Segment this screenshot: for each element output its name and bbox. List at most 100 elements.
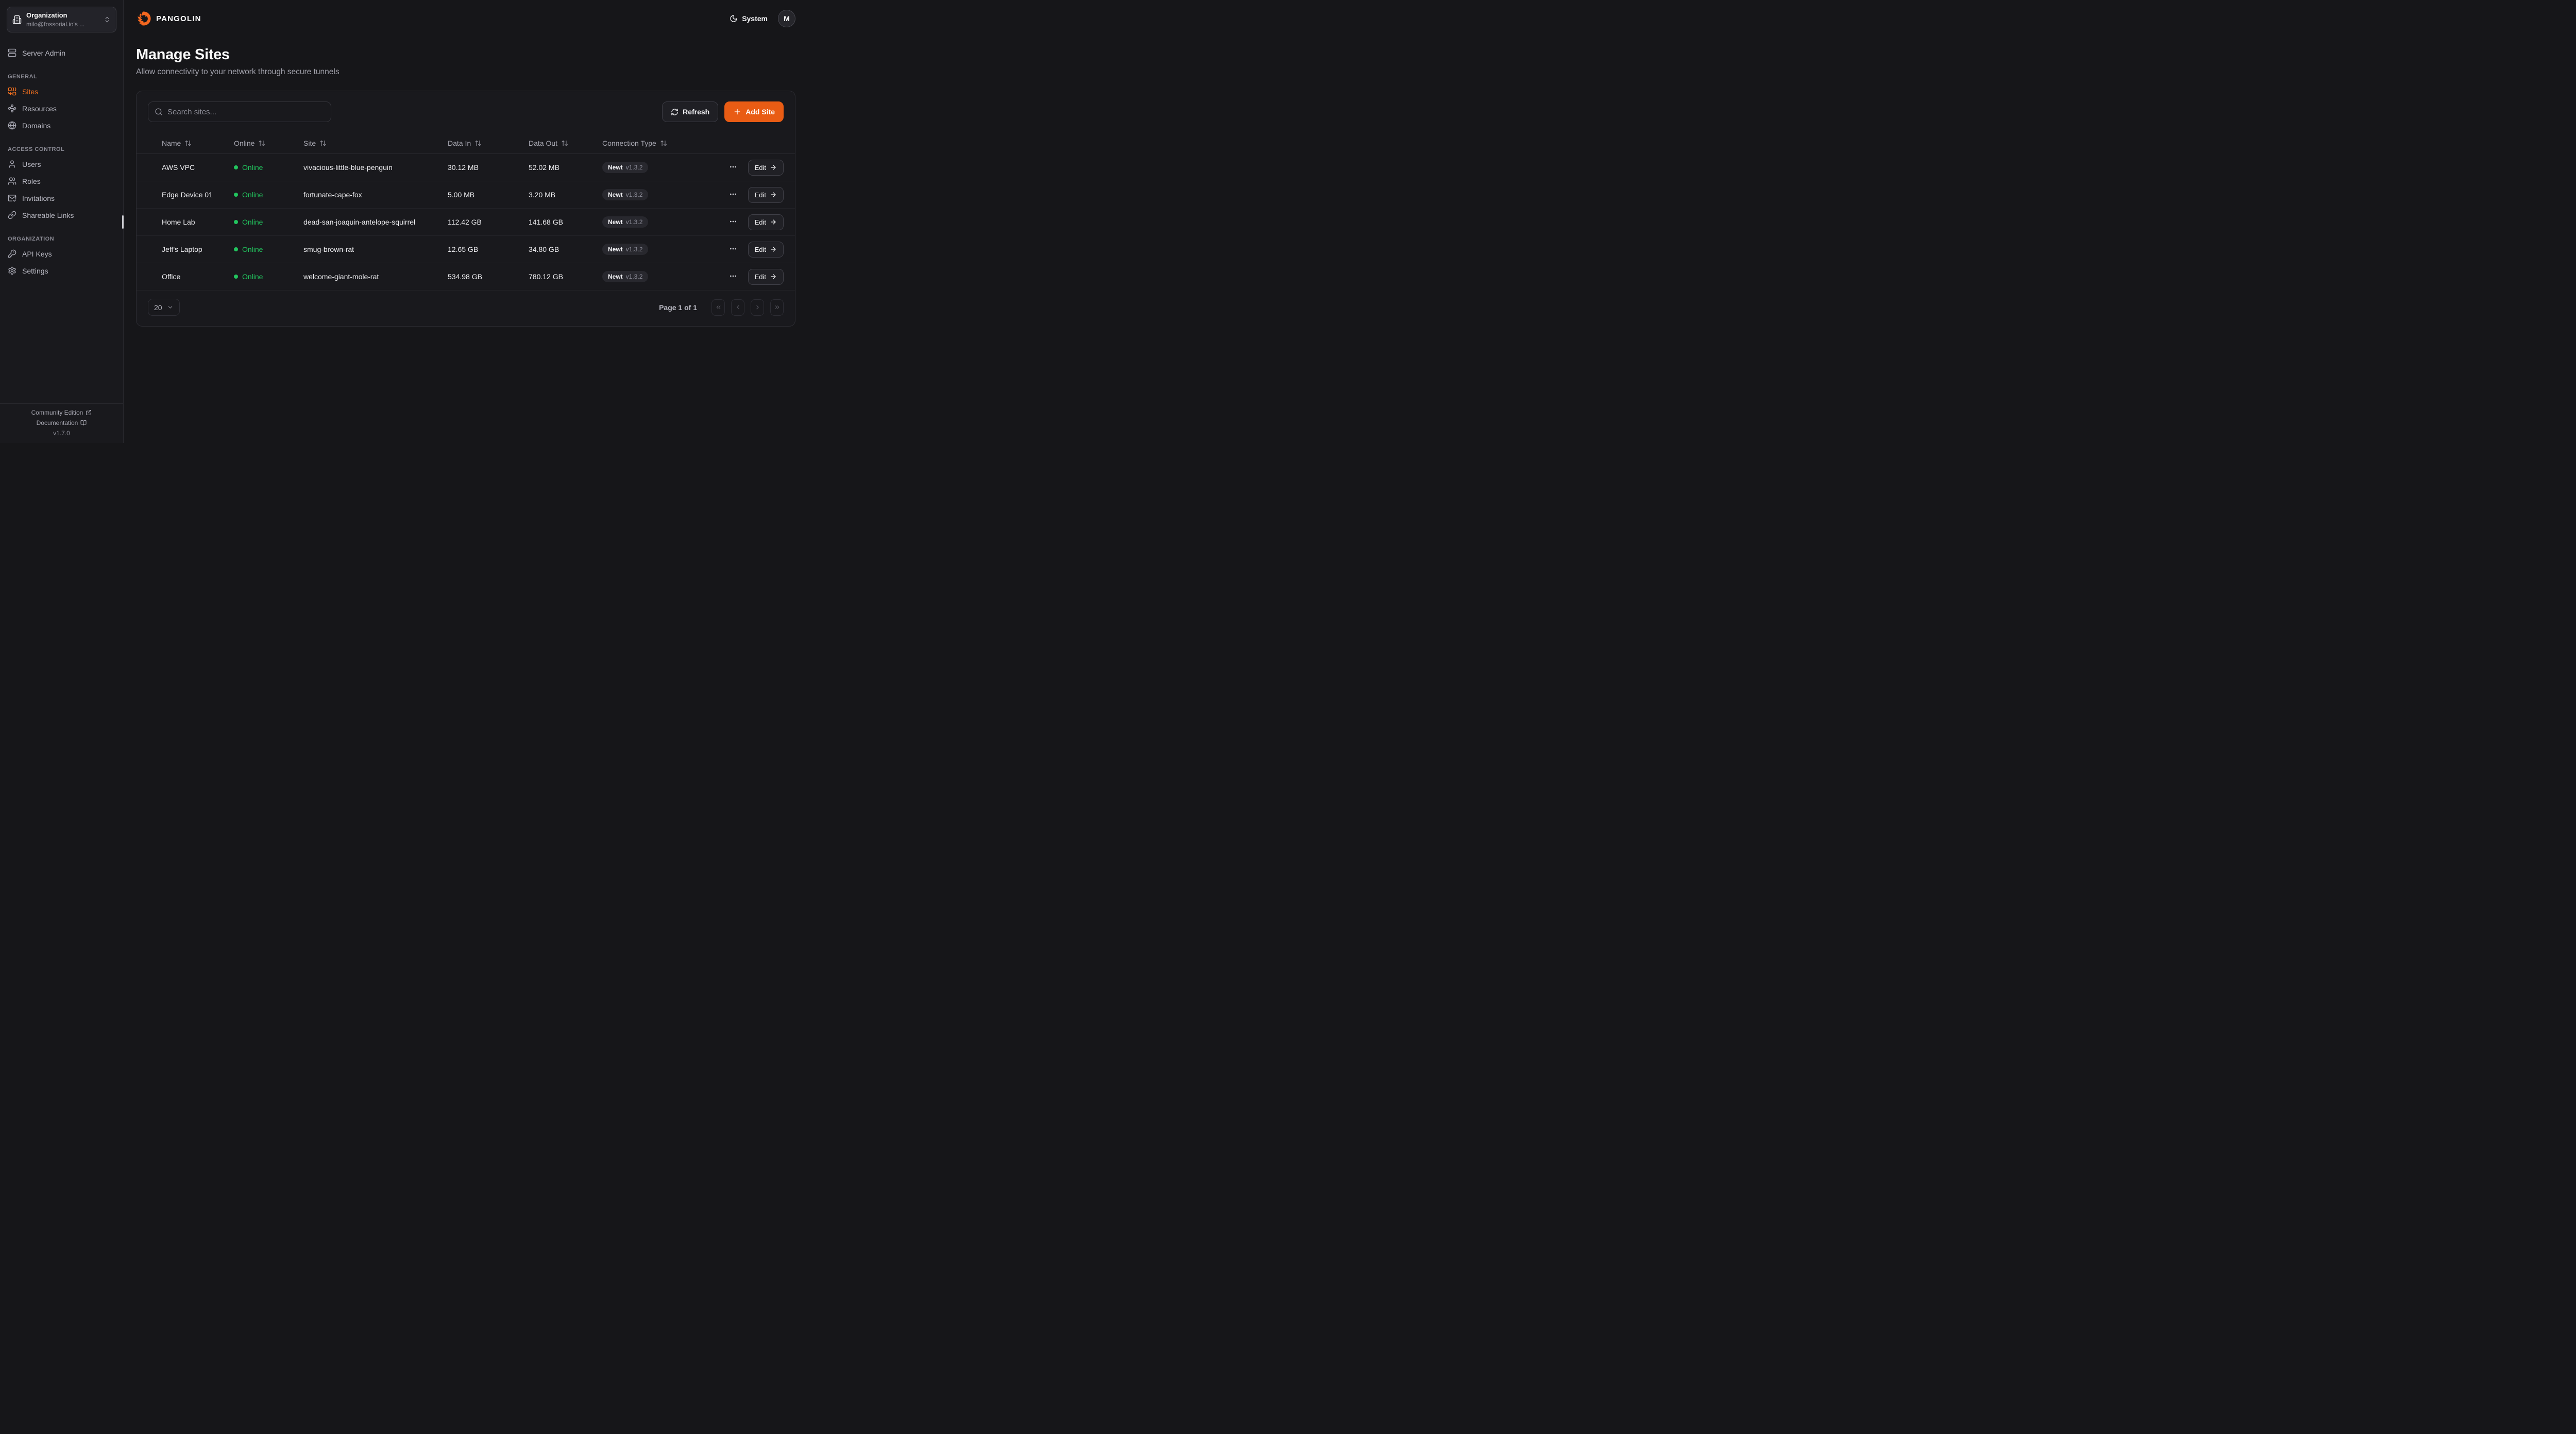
sidebar-item-server-admin[interactable]: Server Admin [7,44,116,61]
sort-icon [474,140,482,147]
theme-toggle-button[interactable]: System [730,14,768,23]
sort-icon [184,140,192,147]
server-icon [8,48,16,57]
brand-name: PANGOLIN [156,14,201,23]
page-size-select[interactable]: 20 [148,299,180,316]
connection-type-badge: Newt v1.3.2 [602,216,649,228]
sidebar-item-resources[interactable]: Resources [7,100,116,117]
edit-button[interactable]: Edit [748,159,784,176]
column-header-name[interactable]: Name [148,139,234,147]
row-menu-button[interactable] [727,161,739,175]
arrow-right-icon [770,218,777,226]
sidebar-item-roles[interactable]: Roles [7,173,116,190]
page-title: Manage Sites [136,46,230,63]
refresh-icon [671,108,679,116]
sites-toolbar: Refresh Add Site [137,91,795,132]
external-link-icon [86,409,92,416]
sidebar-scrollbar-thumb[interactable] [122,215,124,229]
column-header-data-out[interactable]: Data Out [529,139,602,147]
online-dot-icon [234,165,238,169]
sidebar-item-users[interactable]: Users [7,156,116,173]
sidebar-item-invitations[interactable]: Invitations [7,190,116,207]
arrow-right-icon [770,273,777,280]
edit-button[interactable]: Edit [748,268,784,285]
data-out-cell: 141.68 GB [529,218,563,226]
main-area: PANGOLIN System M Manage Sites Allow con… [124,0,808,443]
data-out-cell: 780.12 GB [529,272,563,281]
table-row: Home Lab Online dead-san-joaquin-antelop… [137,209,795,236]
nav-section-general: GENERAL [8,74,38,80]
edit-button[interactable]: Edit [748,214,784,230]
site-slug-cell: dead-san-joaquin-antelope-squirrel [303,218,416,226]
page-indicator: Page 1 of 1 [659,303,697,312]
org-label: Organization [26,11,67,19]
chevron-right-icon [754,304,761,311]
plus-icon [733,108,741,116]
sidebar-item-shareable-links[interactable]: Shareable Links [7,207,116,224]
user-icon [8,160,16,168]
topbar: PANGOLIN System M [124,0,808,37]
connection-type-badge: Newt v1.3.2 [602,244,649,255]
sidebar-item-api-keys[interactable]: API Keys [7,245,116,262]
table-body: AWS VPC Online vivacious-little-blue-pen… [137,154,795,291]
prev-page-button[interactable] [731,299,744,316]
online-status: Online [234,245,303,253]
column-header-connection-type[interactable]: Connection Type [602,139,723,147]
first-page-button[interactable] [711,299,725,316]
site-slug-cell: welcome-giant-mole-rat [303,272,379,281]
row-menu-button[interactable] [727,270,739,284]
search-input[interactable] [167,107,325,116]
settings-icon [8,266,16,275]
theme-label: System [742,14,768,23]
org-value: milo@fossorial.io's ... [26,21,85,28]
next-page-button[interactable] [751,299,764,316]
edit-button[interactable]: Edit [748,241,784,258]
column-header-site[interactable]: Site [303,139,448,147]
search-icon [155,108,163,116]
globe-icon [8,121,16,130]
site-slug-cell: smug-brown-rat [303,245,354,253]
building-icon [12,15,22,24]
connection-type-badge: Newt v1.3.2 [602,162,649,173]
key-round-icon [8,249,16,258]
row-menu-button[interactable] [727,188,739,202]
sidebar-item-sites[interactable]: Sites [7,83,116,100]
sort-icon [561,140,568,147]
app-version: v1.7.0 [53,430,70,437]
mail-check-icon [8,194,16,202]
search-box [148,101,331,122]
user-avatar-button[interactable]: M [778,10,795,27]
chevrons-up-down-icon [104,16,111,23]
ellipsis-icon [729,245,737,253]
column-header-online[interactable]: Online [234,139,303,147]
site-name-cell: AWS VPC [162,163,195,172]
row-menu-button[interactable] [727,215,739,229]
users-icon [8,177,16,185]
add-site-button[interactable]: Add Site [724,101,784,122]
sidebar-nav: Server Admin GENERAL Sites Resources Domains… [0,39,123,403]
site-name-cell: Jeff's Laptop [162,245,202,253]
refresh-button[interactable]: Refresh [662,101,719,122]
sidebar-item-domains[interactable]: Domains [7,117,116,134]
online-status: Online [234,218,303,226]
data-in-cell: 5.00 MB [448,191,475,199]
sidebar: Organization milo@fossorial.io's ... Ser… [0,0,124,443]
column-header-data-in[interactable]: Data In [448,139,529,147]
sort-icon [258,140,265,147]
link-icon [8,211,16,219]
last-page-button[interactable] [770,299,784,316]
site-name-cell: Office [162,272,181,281]
online-status: Online [234,163,303,172]
documentation-link[interactable]: Documentation [37,419,87,426]
online-dot-icon [234,247,238,251]
pangolin-logo[interactable]: PANGOLIN [136,11,201,26]
org-switcher[interactable]: Organization milo@fossorial.io's ... [7,7,116,32]
site-name-cell: Edge Device 01 [162,191,213,199]
row-menu-button[interactable] [727,243,739,257]
community-edition-link[interactable]: Community Edition [31,409,92,416]
nav-section-organization: ORGANIZATION [8,236,55,242]
online-dot-icon [234,193,238,197]
data-out-cell: 34.80 GB [529,245,560,253]
edit-button[interactable]: Edit [748,186,784,203]
sidebar-item-settings[interactable]: Settings [7,262,116,279]
